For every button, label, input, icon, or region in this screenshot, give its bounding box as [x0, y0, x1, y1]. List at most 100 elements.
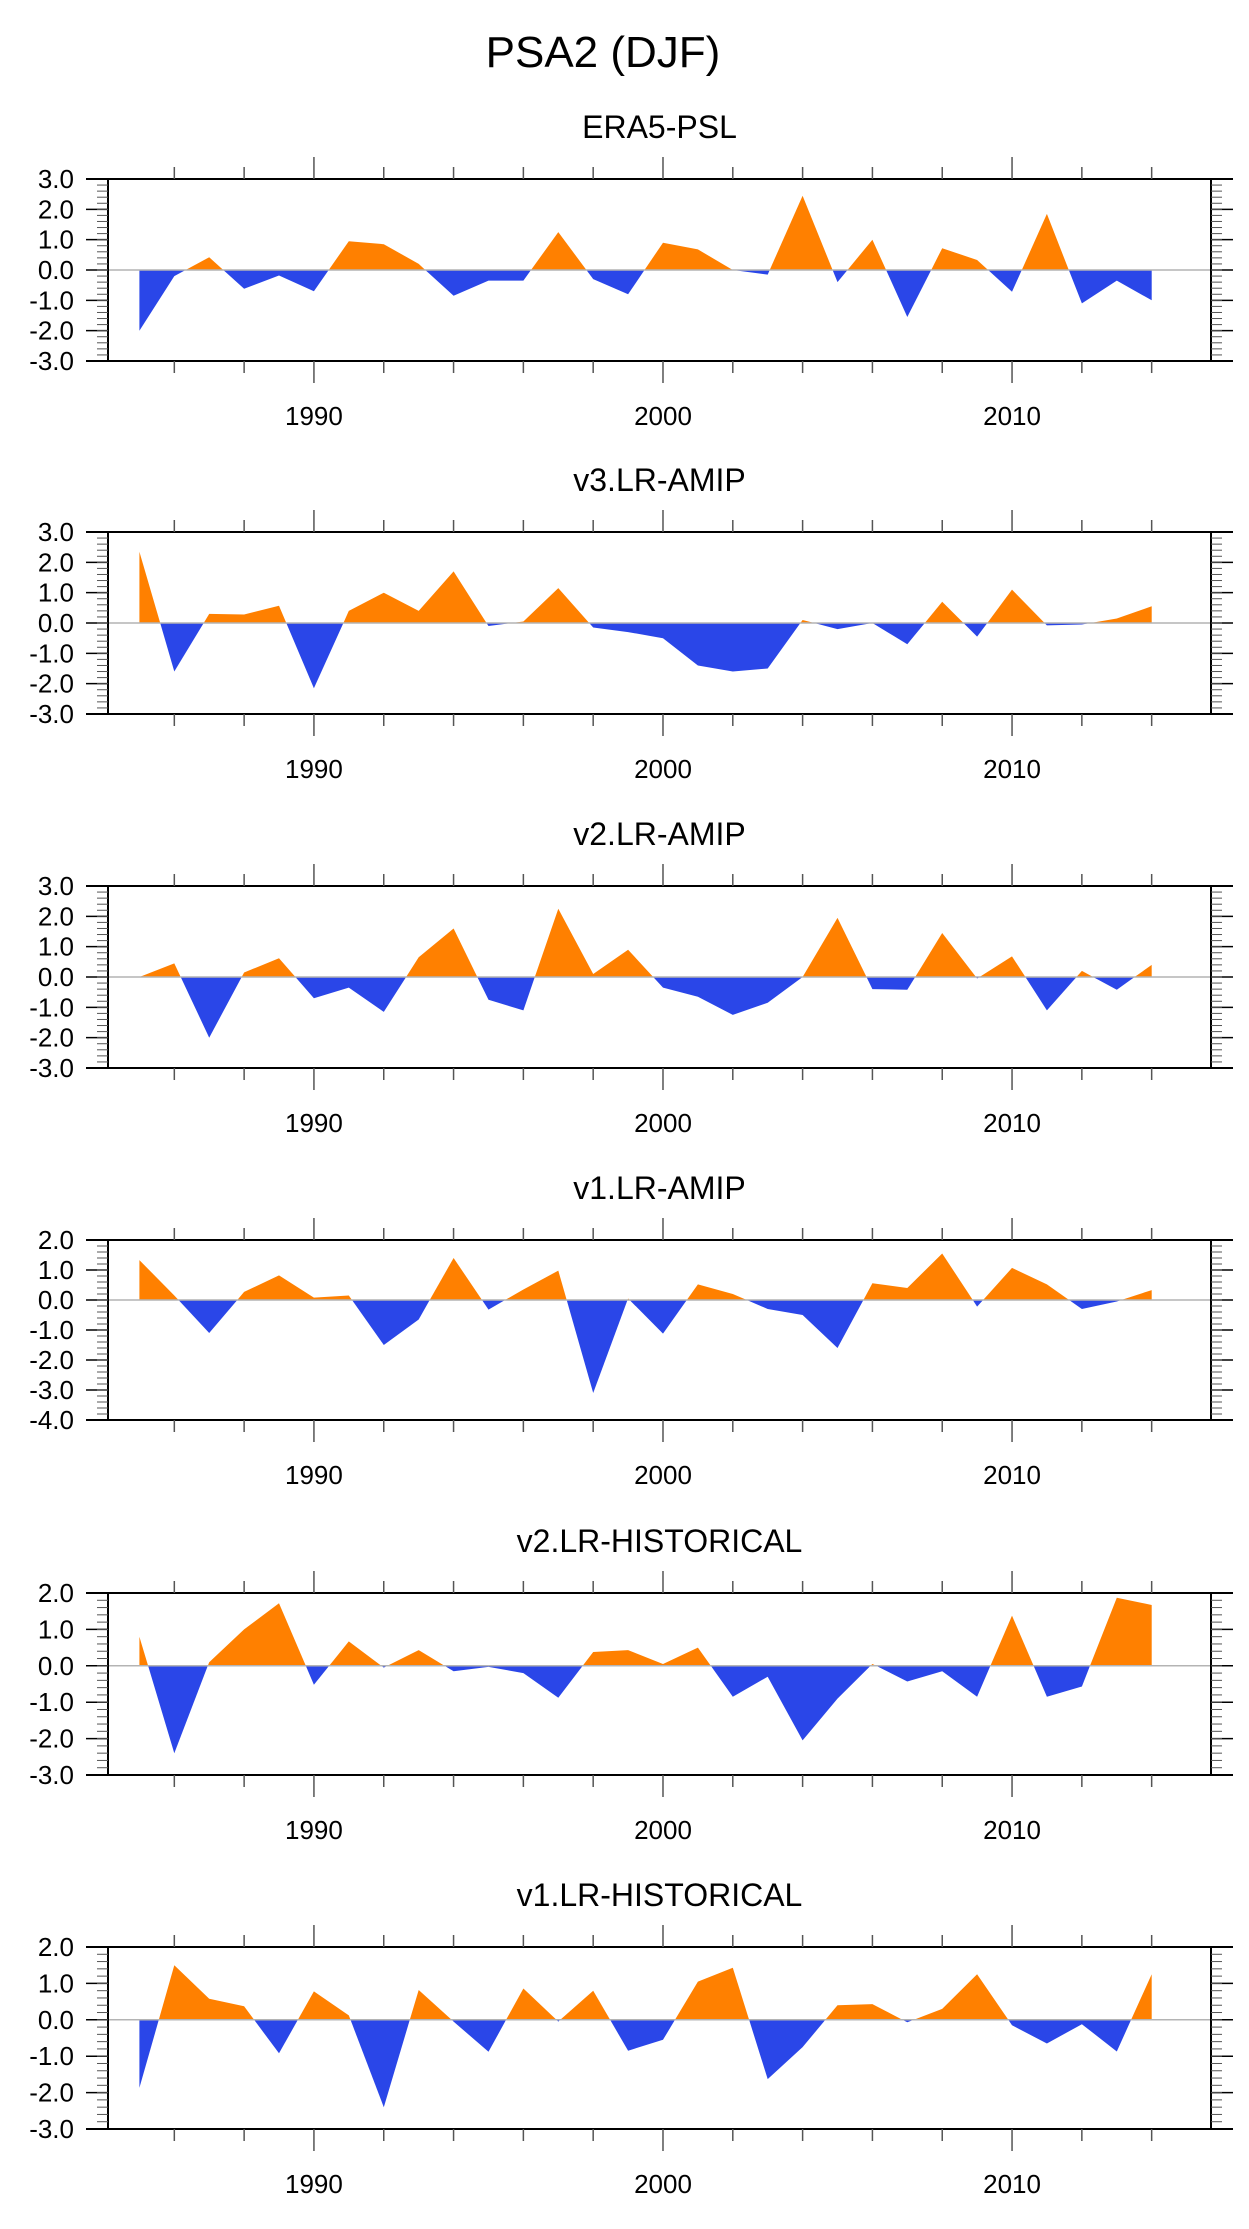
panel-title: v1.LR-AMIP [573, 1170, 745, 1206]
y-tick-label: -3.0 [29, 346, 74, 376]
y-tick-label: 1.0 [38, 578, 74, 608]
positive-area [1121, 1290, 1152, 1300]
positive-area [1090, 606, 1152, 623]
negative-area [477, 977, 535, 1011]
negative-area [872, 623, 925, 645]
positive-area [1076, 970, 1094, 977]
positive-area [1134, 964, 1152, 977]
negative-area [295, 977, 407, 1012]
y-tick-label: -3.0 [29, 1375, 74, 1405]
chart-panel: v3.LR-AMIP 3.02.01.00.0-1.0-2.0-3.0 1990 20… [29, 462, 1233, 784]
x-tick-label: 2010 [983, 1460, 1041, 1490]
y-tick-label: -2.0 [29, 316, 74, 346]
y-tick-label: -2.0 [29, 1023, 74, 1053]
x-tick-label: 1990 [285, 754, 343, 784]
positive-area [139, 963, 181, 977]
y-tick-label: -2.0 [29, 669, 74, 699]
negative-area [1025, 977, 1077, 1011]
y-tick-label: 0.0 [38, 255, 74, 285]
positive-area [343, 571, 487, 623]
y-tick-label: -2.0 [29, 1724, 74, 1754]
y-tick-label: 0.0 [38, 608, 74, 638]
y-tick-label: -3.0 [29, 1760, 74, 1790]
plot-frame [107, 1592, 1212, 1776]
positive-area [158, 1965, 255, 2020]
negative-area [148, 1665, 208, 1754]
negative-area [1033, 1665, 1090, 1697]
x-tick-label: 1990 [285, 2169, 343, 2199]
negative-area [180, 977, 242, 1038]
y-tick-label: -1.0 [29, 638, 74, 668]
y-tick-label: -1.0 [29, 2041, 74, 2071]
positive-area [979, 956, 1026, 977]
positive-area [241, 958, 296, 977]
x-tick-label: 1990 [285, 401, 343, 431]
y-tick-label: 3.0 [38, 871, 74, 901]
positive-area [531, 232, 587, 270]
negative-area [1093, 977, 1135, 990]
positive-area [534, 908, 654, 977]
positive-area [237, 1275, 352, 1300]
y-tick-label: -3.0 [29, 1053, 74, 1083]
negative-area [223, 270, 329, 292]
y-tick-label: 2.0 [38, 1932, 74, 1962]
positive-area [139, 1636, 149, 1666]
y-tick-label: -2.0 [29, 1345, 74, 1375]
x-tick-label: 1990 [285, 1460, 343, 1490]
positive-area [913, 1974, 1009, 2020]
negative-area [178, 1300, 238, 1333]
negative-area [972, 1300, 984, 1307]
positive-area [924, 601, 964, 623]
y-tick-label: 1.0 [38, 932, 74, 962]
positive-area [582, 1647, 711, 1666]
panel-title: v3.LR-AMIP [573, 462, 745, 498]
y-tick-label: 1.0 [38, 225, 74, 255]
y-tick-label: -2.0 [29, 2078, 74, 2108]
y-tick-label: 0.0 [38, 2005, 74, 2035]
x-tick-label: 2000 [634, 1108, 692, 1138]
y-tick-label: 0.0 [38, 1651, 74, 1681]
negative-area [732, 270, 770, 275]
x-tick-label: 2000 [634, 1460, 692, 1490]
x-tick-label: 2010 [983, 401, 1041, 431]
y-tick-label: 2.0 [38, 1225, 74, 1255]
positive-area [207, 1603, 306, 1666]
positive-area [328, 241, 426, 270]
y-tick-label: -1.0 [29, 1315, 74, 1345]
chart-panel: v2.LR-HISTORICAL 2.0 1.0 0.0 -1.0 -2.0 -3.0 199… [29, 1523, 1233, 1845]
positive-area [297, 1991, 351, 2020]
negative-area [814, 623, 873, 630]
panel-title: v1.LR-HISTORICAL [517, 1877, 803, 1913]
positive-area [983, 1267, 1070, 1300]
negative-area [653, 977, 803, 1015]
x-tick-label: 2000 [634, 1815, 692, 1845]
negative-area [746, 1300, 864, 1348]
negative-area [160, 623, 204, 672]
y-tick-label: 1.0 [38, 1255, 74, 1285]
positive-area [506, 1988, 557, 2020]
negative-area [988, 270, 1022, 292]
x-tick-label: 1990 [285, 1108, 343, 1138]
negative-area [876, 1665, 991, 1697]
y-tick-label: -1.0 [29, 1687, 74, 1717]
y-tick-label: 0.0 [38, 962, 74, 992]
chart-panel: v2.LR-AMIP 3.02.01.00.0-1.0-2.0-3.0 1990 20… [29, 816, 1233, 1138]
positive-area [644, 242, 733, 270]
positive-area [847, 239, 887, 270]
negative-area [444, 1665, 583, 1698]
y-tick-label: 1.0 [38, 1968, 74, 1998]
chart-panel: v1.LR-AMIP 2.01.00.0-1.0-2.0-3.0-4.0 1990 2… [29, 1170, 1233, 1490]
positive-area [505, 1270, 567, 1300]
y-tick-label: -3.0 [29, 699, 74, 729]
positive-area [1090, 1597, 1152, 1666]
negative-area [866, 977, 916, 990]
positive-area [686, 1284, 747, 1300]
positive-area [769, 195, 833, 270]
positive-area [409, 1990, 452, 2020]
panel-title: ERA5-PSL [582, 109, 737, 145]
positive-area [1021, 213, 1069, 270]
y-tick-label: -1.0 [29, 992, 74, 1022]
panel-title: v2.LR-HISTORICAL [517, 1523, 803, 1559]
